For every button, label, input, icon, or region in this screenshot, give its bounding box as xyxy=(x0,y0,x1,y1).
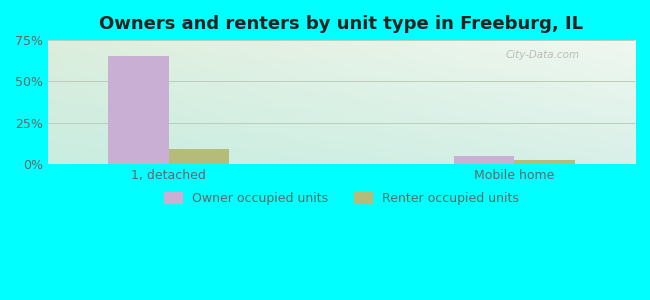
Bar xyxy=(514,160,575,164)
Title: Owners and renters by unit type in Freeburg, IL: Owners and renters by unit type in Freeb… xyxy=(99,15,584,33)
Bar xyxy=(454,156,514,164)
Legend: Owner occupied units, Renter occupied units: Owner occupied units, Renter occupied un… xyxy=(159,187,524,210)
Text: City-Data.com: City-Data.com xyxy=(506,50,580,60)
Bar xyxy=(109,56,169,164)
Bar xyxy=(169,149,229,164)
